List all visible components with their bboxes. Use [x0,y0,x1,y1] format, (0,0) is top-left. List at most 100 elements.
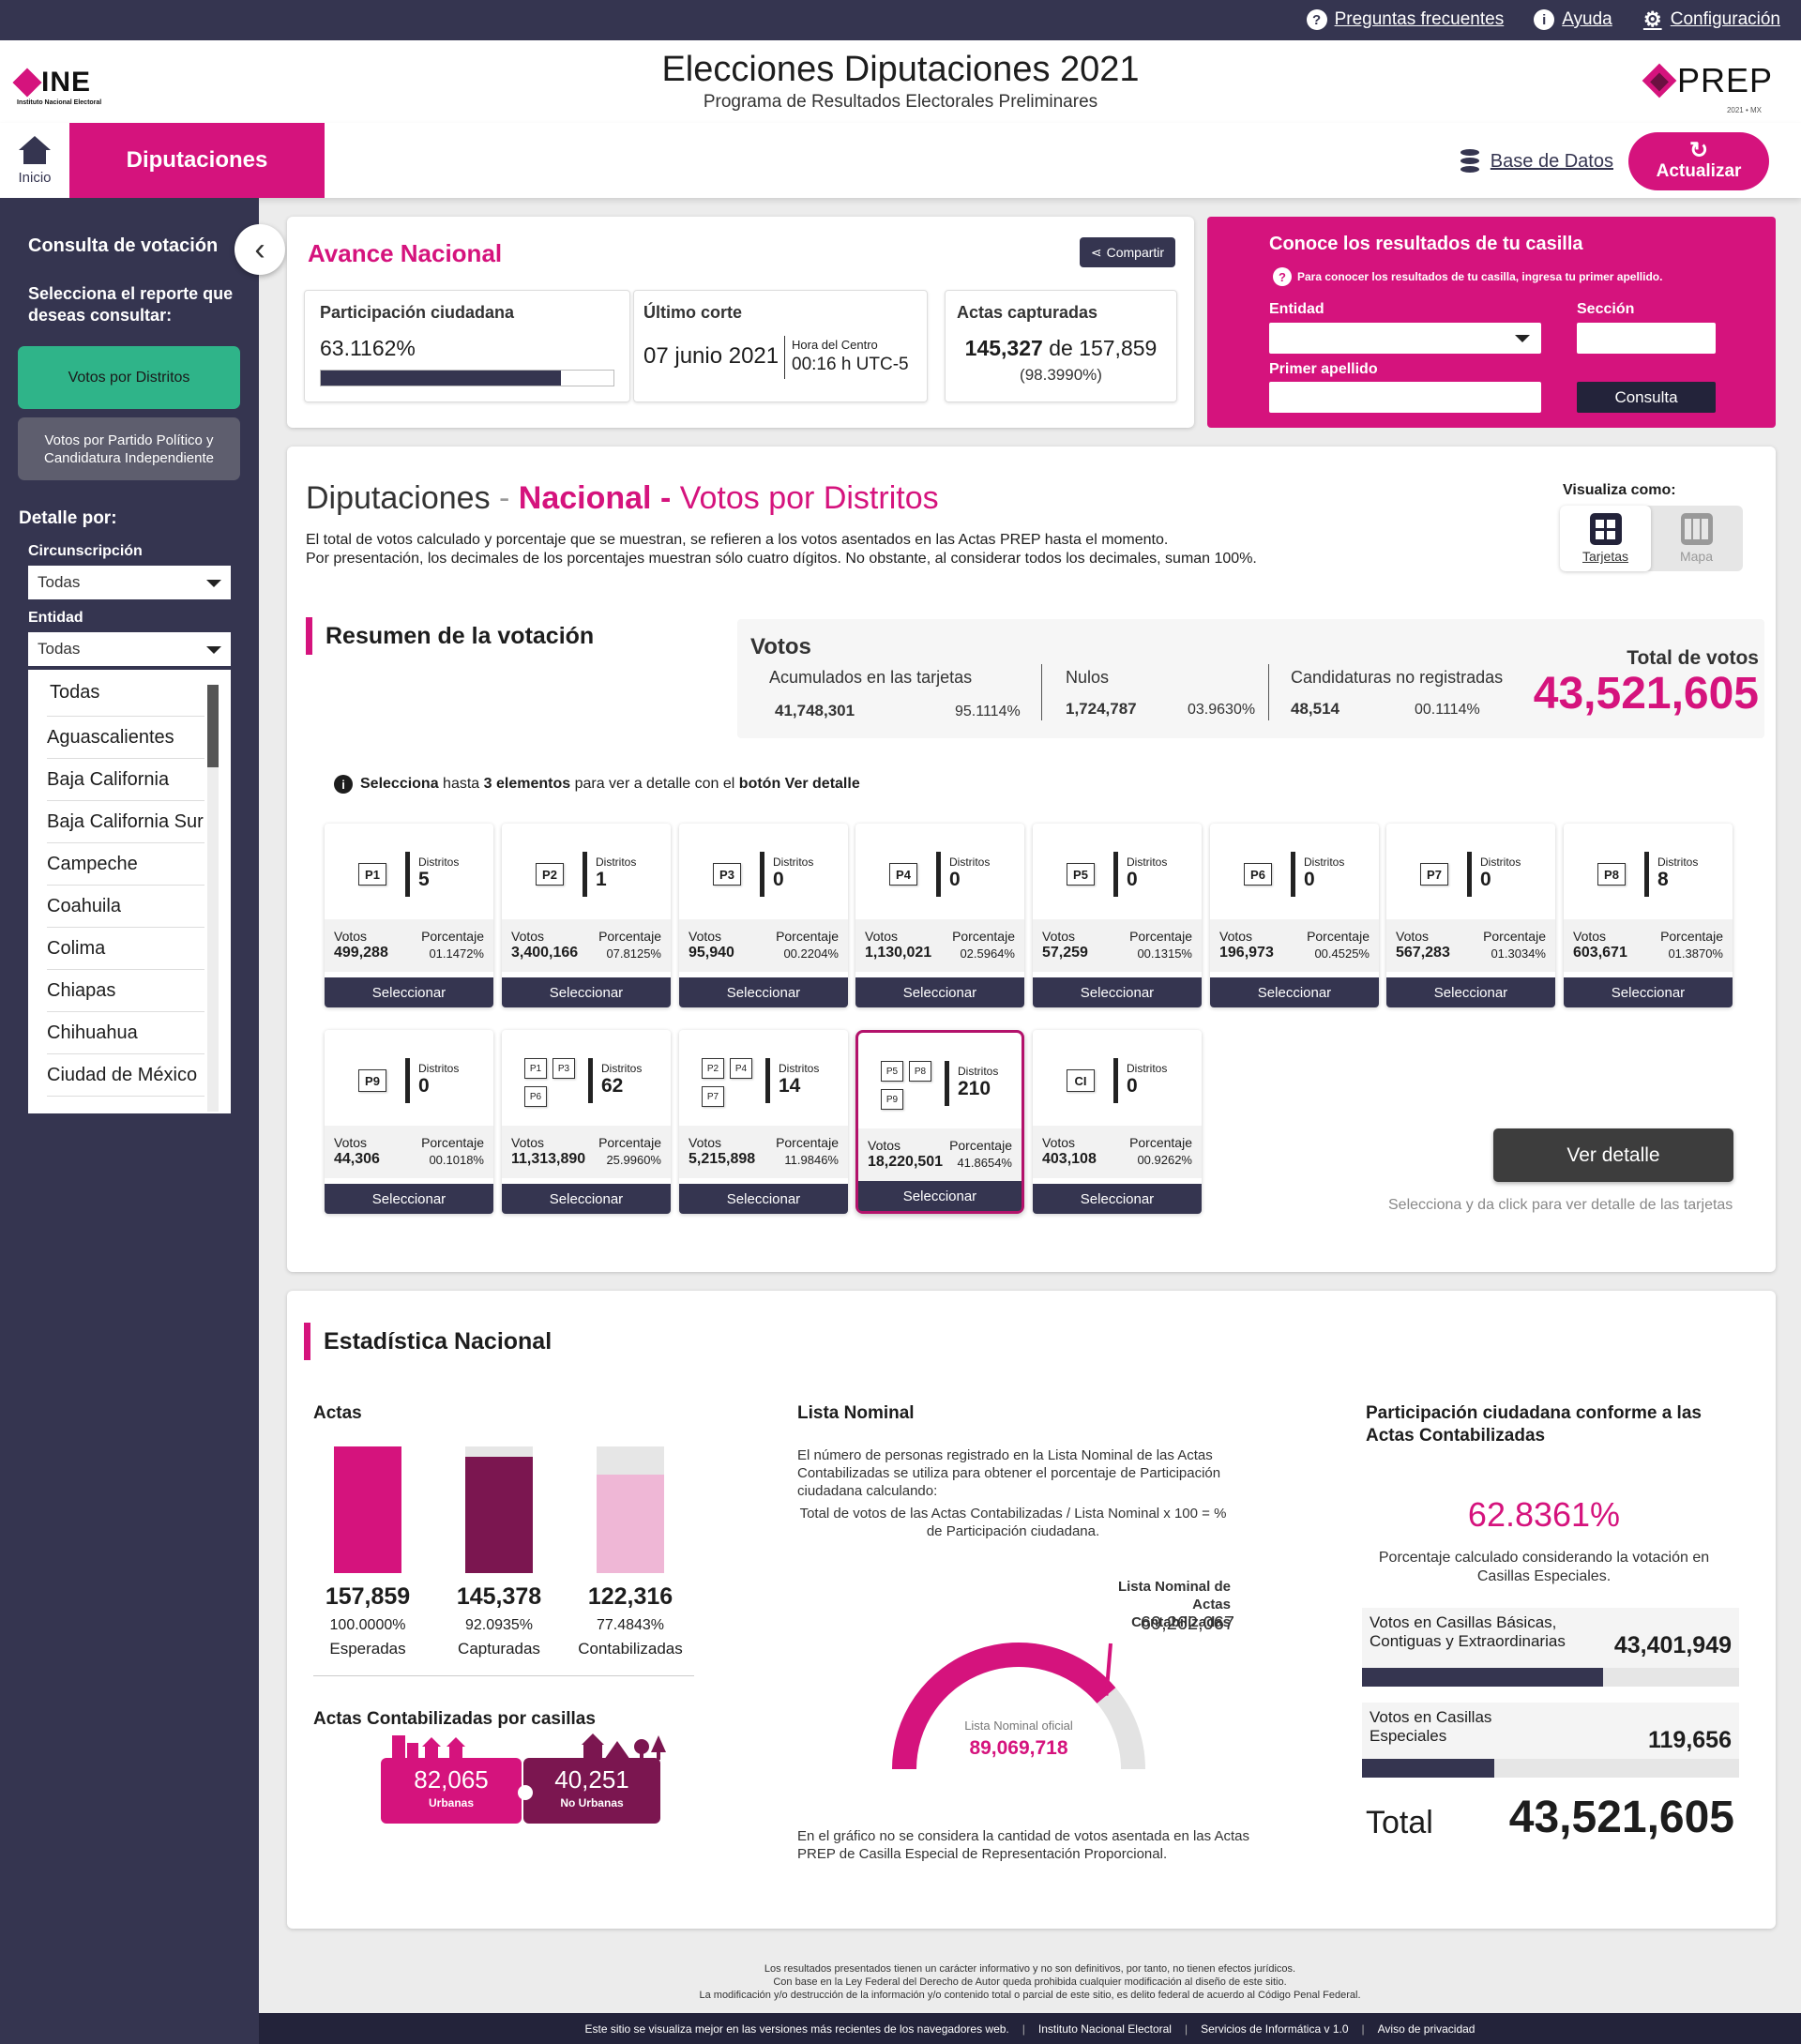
party-card[interactable]: P5 Distritos 0 Votos 57,259 Porcentaje 00.1315… [1033,824,1202,1007]
party-card-values: Votos 5,215,898 Porcentaje 11.9846% [679,1126,848,1178]
tab-diputaciones[interactable]: Diputaciones [69,123,325,198]
districts-label: Distritos [1304,855,1345,869]
main-title-view: Votos por Distritos [679,480,939,516]
card-divider [945,1061,949,1106]
votes-label: Votos [1396,929,1430,944]
header: INE Instituto Nacional Electoral Eleccio… [0,40,1801,123]
select-card-button[interactable]: Seleccionar [855,977,1024,1007]
select-card-button[interactable]: Seleccionar [325,1184,493,1214]
avance-title: Avance Nacional [308,239,503,267]
help-link[interactable]: i Ayuda [1534,9,1612,30]
entity-option[interactable]: Ciudad de México [47,1054,204,1097]
districts-value: 8 [1657,869,1669,890]
card-divider [588,1058,593,1103]
party-card[interactable]: P3 Distritos 0 Votos 95,940 Porcentaje 00.2204… [679,824,848,1007]
party-card-header: P5 P8 P9 Distritos 210 [858,1033,1022,1128]
share-button[interactable]: ⋖ Compartir [1080,237,1175,267]
party-card-values: Votos 196,973 Porcentaje 00.4525% [1210,919,1379,972]
party-card-values: Votos 1,130,021 Porcentaje 02.5964% [855,919,1024,972]
database-link[interactable]: Base de Datos [1460,149,1613,174]
prep-logo[interactable]: PREP [1642,61,1773,100]
party-card[interactable]: P5 P8 P9 Distritos 210 Votos 18,220,501 Porcent… [855,1030,1024,1214]
view-map-option[interactable]: Mapa [1651,506,1742,571]
select-card-button[interactable]: Seleccionar [858,1181,1022,1211]
entity-option[interactable]: Baja California [47,759,204,801]
accumulated-pct: 95.1114% [955,704,1021,719]
collapse-sidebar-button[interactable]: ‹ [235,224,285,275]
view-cards-option[interactable]: Tarjetas [1560,506,1651,571]
view-detail-button[interactable]: Ver detalle [1493,1128,1733,1182]
select-card-button[interactable]: Seleccionar [679,977,848,1007]
party-card[interactable]: P9 Distritos 0 Votos 44,306 Porcentaje 00.1018… [325,1030,493,1214]
party-card[interactable]: P8 Distritos 8 Votos 603,671 Porcentaje 01.387… [1564,824,1733,1007]
config-link[interactable]: ⚙ Configuración [1642,8,1780,31]
special-casillas-value: 119,656 [1648,1727,1732,1753]
home-icon [19,135,51,164]
footer-services-link[interactable]: Servicios de Informática v 1.0 [1201,2021,1349,2036]
districts-label: Distritos [958,1065,999,1078]
report-districts-button[interactable]: Votos por Distritos [18,346,240,409]
update-button[interactable]: ↻ Actualizar [1628,132,1769,190]
rural-casillas: 40,251 No Urbanas [523,1758,660,1824]
counted-pct: 77.4843% [596,1617,665,1633]
casilla-entity-select[interactable] [1269,323,1541,354]
party-card[interactable]: P1 Distritos 5 Votos 499,288 Porcentaje 01.147… [325,824,493,1007]
casilla-surname-input[interactable] [1269,382,1541,413]
circumscription-select[interactable]: Todas [28,566,231,599]
party-card[interactable]: P2 Distritos 1 Votos 3,400,166 Porcentaje 07.8… [502,824,671,1007]
gauge-pointer [1104,1643,1112,1696]
party-card[interactable]: P7 Distritos 0 Votos 567,283 Porcentaje 01.303… [1386,824,1555,1007]
faq-link[interactable]: ? Preguntas frecuentes [1306,9,1504,30]
select-card-button[interactable]: Seleccionar [1386,977,1555,1007]
home-button[interactable]: Inicio [0,123,69,198]
party-card-values: Votos 403,108 Porcentaje 00.9262% [1033,1126,1202,1178]
report-party-button[interactable]: Votos por Partido Político y Candidatura… [18,417,240,480]
select-card-button[interactable]: Seleccionar [679,1184,848,1214]
entity-option[interactable]: Campeche [47,843,204,886]
entity-option[interactable]: Aguascalientes [47,717,204,759]
districts-value: 0 [1127,1075,1138,1097]
casilla-consult-button[interactable]: Consulta [1577,382,1716,413]
select-card-button[interactable]: Seleccionar [325,977,493,1007]
footer-privacy-link[interactable]: Aviso de privacidad [1377,2021,1476,2036]
footer-ine-link[interactable]: Instituto Nacional Electoral [1037,2021,1172,2036]
entity-option[interactable]: Todas [47,670,204,717]
entity-select[interactable]: Todas [28,632,231,666]
party-card[interactable]: P6 Distritos 0 Votos 196,973 Porcentaje 00.452… [1210,824,1379,1007]
percent-value: 01.3870% [1668,946,1723,961]
party-card[interactable]: P4 Distritos 0 Votos 1,130,021 Porcentaje 02.5… [855,824,1024,1007]
select-card-button[interactable]: Seleccionar [1033,1184,1202,1214]
select-card-button[interactable]: Seleccionar [502,1184,671,1214]
urban-label: Urbanas [428,1796,475,1809]
select-card-button[interactable]: Seleccionar [1564,977,1733,1007]
percent-value: 00.1018% [429,1153,484,1167]
casilla-section-input[interactable] [1577,323,1716,354]
party-card-header: P4 Distritos 0 [855,824,1024,919]
districts-label: Distritos [418,855,460,869]
entity-option[interactable]: Colima [47,928,204,970]
votes-label: Votos [689,929,722,944]
votes-value: 18,220,501 [868,1154,944,1170]
select-card-button[interactable]: Seleccionar [502,977,671,1007]
ine-logo[interactable]: INE Instituto Nacional Electoral [12,67,129,106]
dropdown-scrollbar[interactable] [207,685,219,1112]
entity-option[interactable]: Chiapas [47,970,204,1012]
select-card-button[interactable]: Seleccionar [1210,977,1379,1007]
party-logo: P3 [552,1058,575,1079]
basic-casillas-box: Votos en Casillas Básicas, Contiguas y E… [1362,1608,1739,1687]
entity-dropdown-list[interactable]: Todas Aguascalientes Baja California Baja C… [28,670,231,1113]
entity-option[interactable]: Baja California Sur [47,801,204,843]
party-card[interactable]: CI Distritos 0 Votos 403,108 Porcentaje 00.926… [1033,1030,1202,1214]
party-logo: P5 [881,1061,903,1082]
entity-option[interactable]: Chihuahua [47,1012,204,1054]
entity-option[interactable]: Coahuila [47,886,204,928]
main-title-dash: - [651,480,680,516]
party-card[interactable]: P2 P4 P7 Distritos 14 Votos 5,215,898 Porcentaj… [679,1030,848,1214]
special-casillas-bar [1362,1759,1739,1778]
dropdown-scroll-thumb[interactable] [207,685,219,767]
by-casilla-heading: Actas Contabilizadas por casillas [313,1709,596,1729]
votes-label: Votos [689,1135,722,1150]
party-card[interactable]: P1 P3 P6 Distritos 62 Votos 11,313,890 Porcenta… [502,1030,671,1214]
select-card-button[interactable]: Seleccionar [1033,977,1202,1007]
expected-bar-fill [334,1446,401,1573]
